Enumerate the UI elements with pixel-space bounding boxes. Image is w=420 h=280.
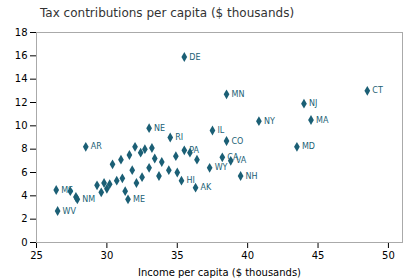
svg-text:CA: CA xyxy=(227,152,239,162)
svg-text:0: 0 xyxy=(21,237,27,248)
html-text:Tax contributions per capita (: Tax contributions per capita ($ thousand… xyxy=(40,6,295,20)
svg-text:CT: CT xyxy=(372,86,383,95)
svg-text:AR: AR xyxy=(91,142,102,151)
svg-text:4: 4 xyxy=(21,190,27,201)
svg-text:MN: MN xyxy=(232,90,245,99)
svg-text:MA: MA xyxy=(316,116,329,125)
svg-text:HI: HI xyxy=(186,176,194,185)
svg-text:16: 16 xyxy=(15,50,28,61)
svg-text:PA: PA xyxy=(189,146,199,155)
svg-text:IL: IL xyxy=(217,126,224,135)
svg-text:VA: VA xyxy=(236,156,247,165)
svg-text:NH: NH xyxy=(246,172,258,181)
svg-text:NJ: NJ xyxy=(309,99,317,108)
svg-text:ME: ME xyxy=(133,195,145,204)
svg-text:35: 35 xyxy=(171,250,184,261)
svg-text:MD: MD xyxy=(302,142,315,151)
svg-text:AK: AK xyxy=(201,183,212,192)
svg-text:18: 18 xyxy=(15,27,28,38)
svg-text:6: 6 xyxy=(21,167,27,178)
svg-text:10: 10 xyxy=(15,120,28,131)
svg-text:WY: WY xyxy=(215,163,228,172)
svg-text:8: 8 xyxy=(21,143,27,154)
svg-text:NM: NM xyxy=(82,195,95,204)
svg-text:CO: CO xyxy=(232,137,244,146)
svg-text:25: 25 xyxy=(30,250,43,261)
svg-text:2: 2 xyxy=(21,213,27,224)
svg-text:DE: DE xyxy=(189,53,200,62)
svg-text:14: 14 xyxy=(15,73,28,84)
svg-text:30: 30 xyxy=(101,250,114,261)
svg-text:RI: RI xyxy=(175,133,183,142)
svg-text:NE: NE xyxy=(154,124,165,133)
svg-text:40: 40 xyxy=(241,250,254,261)
svg-text:Income per capita ($ thousands: Income per capita ($ thousands) xyxy=(138,267,301,278)
svg-text:45: 45 xyxy=(312,250,325,261)
svg-text:50: 50 xyxy=(382,250,395,261)
svg-text:12: 12 xyxy=(15,97,28,108)
svg-text:WV: WV xyxy=(63,207,77,216)
svg-text:MS: MS xyxy=(61,186,73,195)
svg-text:NY: NY xyxy=(264,117,275,126)
